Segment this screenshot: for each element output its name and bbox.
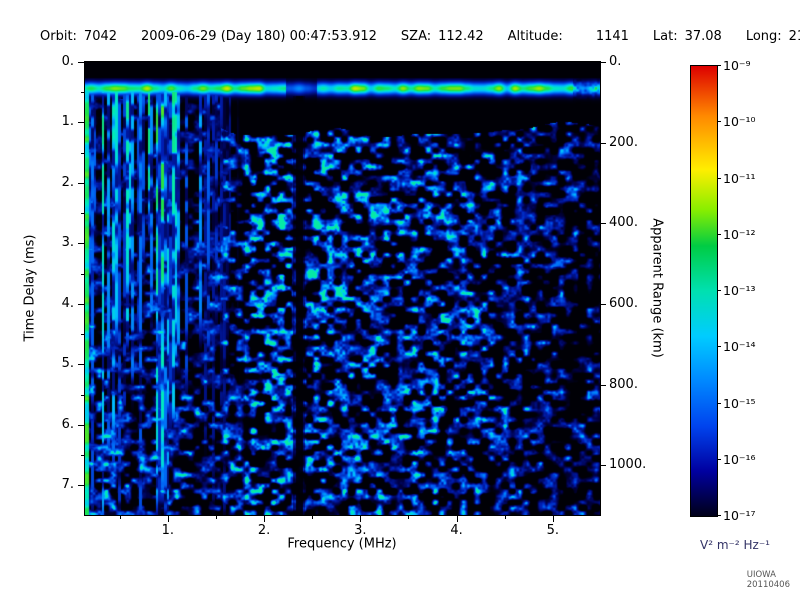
range-axis-tick-label: 0. (609, 54, 622, 69)
colorbar-tick (718, 290, 721, 291)
colorbar-tick (718, 65, 721, 66)
x-axis-minor-tick (312, 516, 314, 519)
x-axis-tick-label: 1. (161, 523, 174, 538)
colorbar-tick-label: 10⁻¹⁵ (723, 395, 756, 411)
header-item: Lat: 37.08 (653, 29, 722, 44)
y-axis-tick (78, 364, 84, 366)
colorbar-tick (718, 121, 721, 123)
x-axis-tick (456, 516, 458, 522)
range-axis-tick (601, 303, 606, 305)
colorbar-tick (718, 233, 721, 235)
y-axis-minor-tick (81, 213, 84, 215)
header-item: 2009-06-29 (Day 180) 00:47:53.912 (141, 29, 377, 44)
colorbar-tick-label: 10⁻¹⁷ (723, 508, 756, 523)
y-axis-tick-label: 2. (61, 174, 74, 190)
ionogram-spectrogram-canvas (85, 62, 600, 515)
range-axis-tick-label: 1000. (609, 457, 647, 473)
header-item-value: 1141 (595, 29, 629, 44)
y-axis-tick (78, 182, 84, 184)
y-axis-tick-label: 1. (61, 114, 74, 130)
colorbar-tick-label: 10⁻¹² (723, 226, 756, 242)
y-axis-minor-tick (81, 394, 84, 396)
colorbar-tick-label: 10⁻⁹ (723, 58, 751, 73)
y-axis-minor-tick (81, 455, 84, 457)
x-axis-minor-tick (408, 516, 410, 519)
x-axis-tick (167, 516, 169, 522)
header-item-label: SZA: (400, 29, 432, 44)
x-axis-tick (264, 516, 266, 522)
colorbar-tick-label: 10⁻¹⁰ (723, 114, 756, 130)
header-readout: Orbit: 7042 2009-06-29 (Day 180) 00:47:53.… (40, 29, 800, 44)
header-item: SZA: 112.42 (401, 29, 484, 44)
colorbar-tick-label: 10⁻¹⁴ (723, 339, 756, 355)
range-axis-tick (601, 62, 606, 63)
y-axis-tick (78, 424, 84, 426)
colorbar-gradient (690, 65, 718, 517)
y-axis-tick-label: 0. (61, 54, 74, 69)
right-axis-title: Apparent Range (km) (649, 218, 665, 358)
range-axis-tick (601, 142, 606, 144)
header-item: Long: 214.77 (746, 29, 800, 44)
range-axis-tick-label: 400. (609, 215, 638, 231)
x-axis-tick-label: 2. (257, 523, 271, 538)
y-axis-tick-label: 5. (61, 356, 74, 372)
x-axis-title: Frequency (MHz) (287, 536, 397, 552)
x-axis-tick-label: 4. (450, 523, 463, 538)
x-axis-tick-label: 5. (546, 523, 560, 538)
header-item-value: 37.08 (684, 29, 722, 44)
x-axis-minor-tick (215, 516, 217, 519)
header-item-label: Long: (745, 29, 782, 44)
range-axis-tick-label: 800. (609, 376, 638, 392)
range-axis-tick-label: 200. (609, 134, 638, 150)
header-item-label: Altitude: (507, 29, 563, 44)
colorbar-tick (718, 402, 721, 404)
x-axis-minor-tick (119, 516, 121, 519)
credit-label: UIOWA 20110406 (746, 570, 790, 590)
colorbar-tick-label: 10⁻¹¹ (723, 170, 756, 186)
range-axis-tick (601, 384, 606, 386)
y-axis-tick (78, 243, 84, 245)
y-axis-tick-label: 4. (61, 295, 74, 311)
y-axis-tick (78, 122, 84, 124)
y-axis-tick (78, 303, 84, 305)
header-item-value: 112.42 (438, 29, 484, 44)
y-axis-tick-label: 6. (61, 416, 74, 432)
range-axis-tick (601, 465, 606, 467)
x-axis-minor-tick (504, 516, 506, 519)
header-item-value: 214.77 (788, 29, 800, 44)
range-axis-tick (601, 223, 606, 225)
y-axis-tick-label: 7. (61, 477, 74, 493)
y-axis-minor-tick (81, 273, 84, 275)
x-axis-tick (360, 516, 362, 522)
x-axis-tick-label: 3. (354, 523, 367, 538)
y-axis-minor-tick (81, 92, 84, 94)
y-axis-minor-tick (81, 152, 84, 154)
x-axis-tick (552, 516, 554, 522)
header-item-label: Orbit: (40, 29, 77, 44)
header-item-label: Lat: (652, 29, 678, 44)
colorbar-tick (718, 458, 721, 460)
colorbar-tick-label: 10⁻¹³ (723, 283, 756, 298)
y-axis-tick (78, 62, 84, 63)
colorbar-unit-label: V² m⁻² Hz⁻¹ (700, 538, 770, 552)
colorbar-tick (718, 177, 721, 179)
colorbar-tick (718, 346, 721, 348)
y-axis-tick (78, 485, 84, 487)
header-item: Altitude: 1141 (508, 29, 629, 44)
header-item-value: 2009-06-29 (Day 180) 00:47:53.912 (141, 29, 377, 44)
header-item-value: 7042 (83, 29, 118, 44)
header-item: Orbit: 7042 (40, 29, 117, 44)
spectrogram-plot-area (84, 61, 601, 516)
colorbar-tick-label: 10⁻¹⁶ (723, 451, 756, 467)
y-axis-tick-label: 3. (61, 235, 74, 251)
y-axis-minor-tick (81, 334, 84, 336)
colorbar-tick (718, 515, 721, 516)
y-axis-title: Time Delay (ms) (22, 234, 38, 342)
range-axis-tick-label: 600. (609, 295, 638, 311)
